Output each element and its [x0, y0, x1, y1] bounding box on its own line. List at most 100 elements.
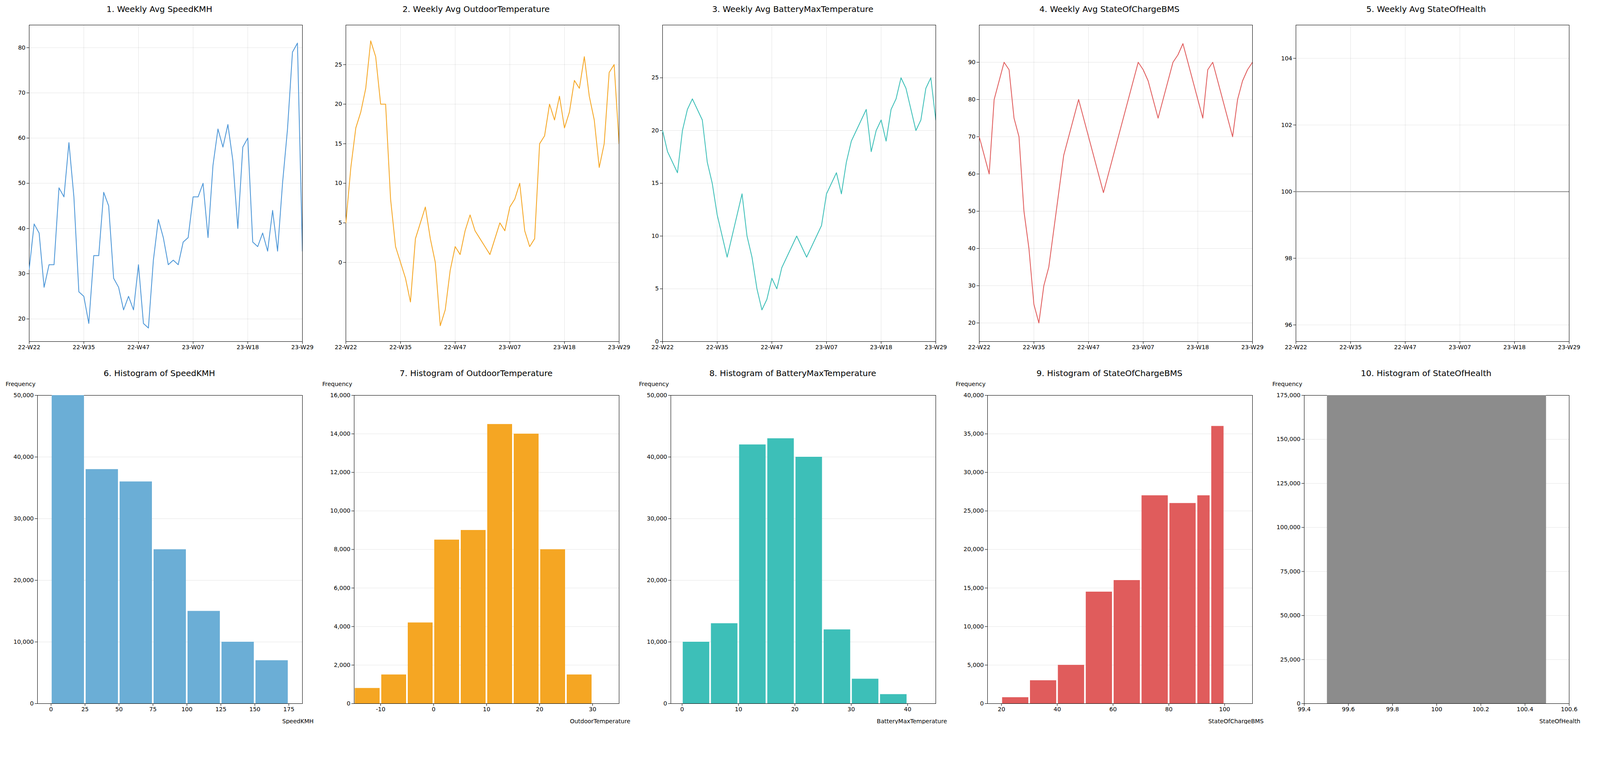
- svg-text:25,000: 25,000: [1280, 656, 1301, 664]
- svg-text:20: 20: [968, 319, 976, 327]
- svg-text:40,000: 40,000: [13, 453, 34, 461]
- svg-text:125: 125: [215, 706, 227, 713]
- svg-text:30,000: 30,000: [13, 515, 34, 523]
- svg-text:22-W22: 22-W22: [651, 344, 674, 351]
- svg-text:175: 175: [283, 706, 295, 713]
- svg-text:80: 80: [968, 96, 976, 103]
- svg-text:22-W22: 22-W22: [18, 344, 41, 351]
- svg-text:23-W07: 23-W07: [498, 344, 522, 351]
- svg-text:Frequency: Frequency: [1272, 380, 1303, 388]
- svg-text:30: 30: [847, 706, 855, 713]
- svg-text:23-W29: 23-W29: [1558, 344, 1581, 351]
- svg-text:Frequency: Frequency: [322, 380, 353, 388]
- svg-text:30,000: 30,000: [647, 515, 668, 523]
- svg-text:StateOfHealth: StateOfHealth: [1539, 718, 1581, 725]
- svg-text:23-W07: 23-W07: [1132, 344, 1155, 351]
- svg-text:75: 75: [149, 706, 157, 713]
- svg-text:20: 20: [334, 100, 343, 108]
- svg-text:15: 15: [334, 140, 343, 147]
- svg-text:50: 50: [18, 179, 26, 187]
- svg-text:20: 20: [791, 706, 799, 713]
- svg-text:100: 100: [181, 706, 193, 713]
- svg-text:20: 20: [18, 315, 26, 323]
- svg-text:10,000: 10,000: [330, 507, 351, 515]
- svg-text:30,000: 30,000: [963, 469, 985, 476]
- svg-text:99.8: 99.8: [1385, 706, 1399, 713]
- svg-text:90: 90: [968, 58, 976, 66]
- svg-text:70: 70: [968, 133, 976, 140]
- svg-text:OutdoorTemperature: OutdoorTemperature: [570, 718, 631, 725]
- svg-text:96: 96: [1284, 321, 1293, 329]
- svg-text:35,000: 35,000: [963, 430, 985, 438]
- svg-text:10,000: 10,000: [963, 623, 985, 631]
- svg-text:30: 30: [968, 282, 976, 289]
- svg-text:15: 15: [651, 179, 660, 187]
- svg-text:99.4: 99.4: [1297, 706, 1311, 713]
- svg-text:10,000: 10,000: [647, 638, 668, 646]
- svg-text:8,000: 8,000: [333, 546, 351, 553]
- svg-text:80: 80: [18, 44, 26, 51]
- svg-text:104: 104: [1281, 55, 1293, 62]
- svg-text:10: 10: [651, 232, 660, 240]
- svg-text:60: 60: [1109, 706, 1117, 713]
- svg-text:30: 30: [18, 270, 26, 277]
- svg-text:0: 0: [338, 259, 343, 266]
- svg-text:50,000: 50,000: [13, 392, 34, 399]
- svg-text:23-W18: 23-W18: [870, 344, 893, 351]
- svg-text:25: 25: [81, 706, 89, 713]
- svg-text:23-W07: 23-W07: [182, 344, 205, 351]
- svg-text:BatteryMaxTemperature: BatteryMaxTemperature: [876, 718, 947, 725]
- svg-text:10: 10: [334, 179, 343, 187]
- svg-text:50,000: 50,000: [1280, 612, 1301, 619]
- svg-text:4,000: 4,000: [333, 623, 351, 631]
- svg-text:10,000: 10,000: [13, 638, 34, 646]
- svg-text:100.6: 100.6: [1560, 706, 1578, 713]
- svg-text:23-W18: 23-W18: [236, 344, 260, 351]
- svg-text:0: 0: [431, 706, 436, 713]
- svg-text:14,000: 14,000: [330, 430, 351, 438]
- svg-text:100: 100: [1281, 188, 1293, 195]
- svg-text:22-W35: 22-W35: [1022, 344, 1046, 351]
- svg-text:StateOfChargeBMS: StateOfChargeBMS: [1208, 718, 1264, 725]
- svg-text:80: 80: [1164, 706, 1173, 713]
- svg-text:50: 50: [115, 706, 123, 713]
- svg-text:22-W47: 22-W47: [444, 344, 467, 351]
- svg-text:22-W47: 22-W47: [127, 344, 150, 351]
- svg-text:20,000: 20,000: [13, 577, 34, 584]
- svg-text:98: 98: [1284, 255, 1293, 262]
- svg-text:40,000: 40,000: [647, 453, 668, 461]
- svg-text:20: 20: [536, 706, 544, 713]
- svg-text:Frequency: Frequency: [639, 380, 669, 388]
- svg-text:100: 100: [1219, 706, 1231, 713]
- svg-text:100.2: 100.2: [1472, 706, 1490, 713]
- svg-text:40: 40: [968, 245, 976, 252]
- svg-text:22-W22: 22-W22: [968, 344, 991, 351]
- svg-text:99.6: 99.6: [1342, 706, 1355, 713]
- svg-text:22-W47: 22-W47: [1077, 344, 1100, 351]
- svg-text:23-W18: 23-W18: [553, 344, 576, 351]
- svg-text:25: 25: [651, 74, 660, 81]
- svg-text:5: 5: [655, 285, 660, 292]
- svg-text:75,000: 75,000: [1280, 568, 1301, 576]
- svg-text:0: 0: [30, 700, 34, 708]
- svg-text:SpeedKMH: SpeedKMH: [282, 718, 314, 725]
- svg-text:5,000: 5,000: [967, 661, 984, 669]
- svg-text:23-W18: 23-W18: [1503, 344, 1526, 351]
- svg-text:60: 60: [18, 134, 26, 142]
- svg-text:12,000: 12,000: [330, 469, 351, 476]
- svg-text:22-W22: 22-W22: [1284, 344, 1308, 351]
- svg-text:150,000: 150,000: [1276, 435, 1301, 443]
- svg-text:22-W35: 22-W35: [389, 344, 412, 351]
- svg-text:22-W35: 22-W35: [1339, 344, 1362, 351]
- svg-text:40: 40: [18, 225, 26, 232]
- svg-text:50,000: 50,000: [647, 392, 668, 399]
- svg-text:23-W07: 23-W07: [1448, 344, 1472, 351]
- svg-text:0: 0: [980, 700, 985, 708]
- svg-text:0: 0: [680, 706, 684, 713]
- svg-text:25,000: 25,000: [963, 507, 985, 515]
- svg-text:Frequency: Frequency: [5, 380, 36, 388]
- svg-text:125,000: 125,000: [1276, 480, 1301, 487]
- svg-text:50: 50: [968, 207, 976, 215]
- svg-text:10: 10: [734, 706, 743, 713]
- svg-text:100: 100: [1431, 706, 1443, 713]
